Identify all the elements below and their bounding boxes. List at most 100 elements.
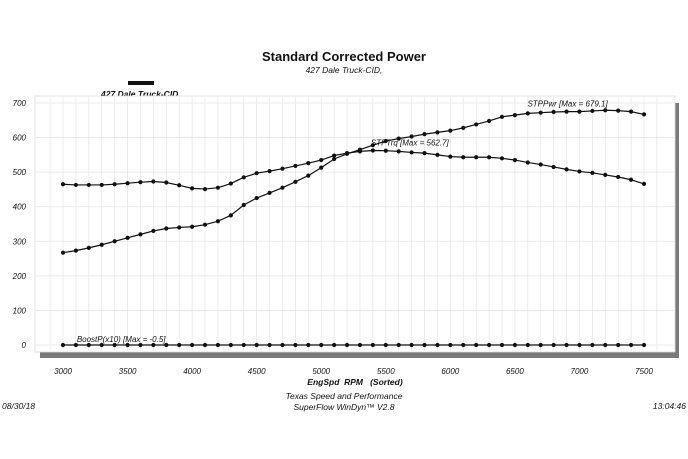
data-point-boostp-x10-: [551, 342, 556, 348]
x-tick-label: 6500: [506, 367, 524, 376]
data-point-stptrq: [435, 152, 440, 157]
data-point-boostp-x10-: [164, 342, 169, 348]
data-point-stppwr: [190, 224, 195, 229]
data-point-stptrq: [60, 182, 66, 187]
y-tick-label: 500: [13, 168, 27, 177]
data-point-stptrq: [86, 182, 91, 188]
data-point-stptrq: [409, 150, 414, 155]
data-point-boostp-x10-: [603, 342, 608, 348]
data-point-stppwr: [332, 156, 337, 162]
data-point-boostp-x10-: [177, 342, 182, 348]
data-point-stptrq: [564, 167, 569, 172]
data-point-stppwr: [254, 195, 259, 201]
data-point-stppwr: [590, 108, 595, 114]
data-point-boostp-x10-: [254, 342, 259, 348]
data-point-stppwr: [499, 114, 505, 119]
data-point-boostp-x10-: [396, 342, 401, 348]
data-point-boostp-x10-: [319, 342, 324, 348]
data-point-stppwr: [641, 112, 647, 117]
data-point-boostp-x10-: [241, 342, 246, 348]
data-point-boostp-x10-: [577, 342, 582, 348]
data-point-stppwr: [577, 109, 582, 114]
plot-shadow-right: [675, 103, 679, 358]
data-point-boostp-x10-: [370, 342, 375, 348]
footer-date: 08/30/18: [2, 401, 35, 411]
data-point-boostp-x10-: [267, 342, 272, 348]
data-point-stppwr: [319, 165, 324, 170]
series-label-stppwr: STPPwr [Max = 679.1]: [527, 100, 608, 109]
data-point-boostp-x10-: [590, 342, 595, 348]
x-tick-label: 6000: [441, 367, 459, 376]
data-point-stptrq: [319, 157, 324, 163]
series-line-stppwr: [62, 109, 645, 254]
y-tick-label: 400: [13, 203, 27, 212]
data-point-stppwr: [293, 179, 298, 184]
data-point-stppwr: [202, 222, 208, 227]
data-point-stptrq: [267, 169, 272, 174]
y-tick-label: 300: [13, 237, 27, 246]
x-tick-label: 5000: [312, 367, 330, 376]
data-point-stptrq: [486, 155, 492, 160]
data-point-boostp-x10-: [306, 342, 311, 348]
data-point-boostp-x10-: [112, 342, 117, 348]
data-point-boostp-x10-: [357, 342, 363, 348]
data-point-stppwr: [422, 132, 427, 137]
data-point-boostp-x10-: [512, 342, 517, 348]
data-point-stppwr: [99, 242, 104, 247]
data-point-stptrq: [512, 157, 517, 163]
data-point-stptrq: [112, 182, 117, 187]
data-point-stptrq: [525, 160, 530, 165]
data-point-stptrq: [396, 149, 401, 154]
footer-company: Texas Speed and Performance: [286, 391, 403, 401]
data-point-stptrq: [590, 170, 595, 175]
data-point-stptrq: [577, 169, 582, 174]
data-point-boostp-x10-: [435, 342, 440, 348]
data-point-boostp-x10-: [293, 342, 298, 348]
data-point-stppwr: [409, 134, 414, 139]
data-point-boostp-x10-: [628, 342, 634, 348]
y-tick-label: 700: [13, 99, 27, 108]
data-point-stptrq: [151, 179, 156, 184]
data-point-stppwr: [280, 185, 285, 190]
data-point-stppwr: [435, 130, 440, 135]
data-point-stppwr: [344, 151, 350, 156]
data-point-stptrq: [177, 183, 182, 188]
data-point-boostp-x10-: [499, 342, 505, 348]
data-point-boostp-x10-: [344, 342, 350, 348]
data-point-stppwr: [628, 109, 634, 114]
data-point-boostp-x10-: [525, 342, 530, 348]
data-point-stptrq: [138, 180, 143, 185]
data-point-stppwr: [73, 248, 79, 253]
x-tick-label: 3500: [119, 367, 137, 376]
data-point-boostp-x10-: [280, 342, 285, 348]
data-point-stptrq: [125, 181, 130, 186]
data-point-stptrq: [603, 172, 608, 178]
x-axis-label: EngSpd RPM (Sorted): [307, 377, 403, 387]
data-point-stppwr: [616, 108, 621, 113]
data-point-stptrq: [280, 166, 285, 171]
data-point-stptrq: [551, 164, 556, 170]
data-point-stppwr: [383, 138, 388, 144]
data-point-stptrq: [202, 186, 208, 192]
data-point-stppwr: [177, 225, 182, 230]
data-point-stptrq: [164, 180, 169, 185]
data-point-stppwr: [241, 202, 246, 208]
data-point-boostp-x10-: [616, 342, 621, 348]
data-point-stppwr: [538, 110, 543, 115]
y-tick-label: 100: [13, 306, 27, 315]
data-point-stppwr: [551, 109, 556, 115]
data-point-stppwr: [603, 108, 608, 113]
plot-shadow-bottom: [40, 352, 679, 358]
data-point-boostp-x10-: [99, 342, 104, 348]
data-point-stppwr: [112, 239, 117, 244]
x-tick-label: 4000: [183, 367, 201, 376]
data-point-boostp-x10-: [202, 342, 208, 348]
data-point-stppwr: [370, 143, 375, 148]
series-label-boostp-x10-: BoostP(x10) [Max = -0.5]: [77, 335, 166, 344]
data-point-stptrq: [461, 155, 466, 160]
data-point-stppwr: [60, 250, 66, 255]
chart-subtitle: 427 Dale Truck-CID,: [306, 65, 383, 75]
data-point-boostp-x10-: [228, 342, 233, 348]
x-tick-label: 5500: [377, 367, 395, 376]
